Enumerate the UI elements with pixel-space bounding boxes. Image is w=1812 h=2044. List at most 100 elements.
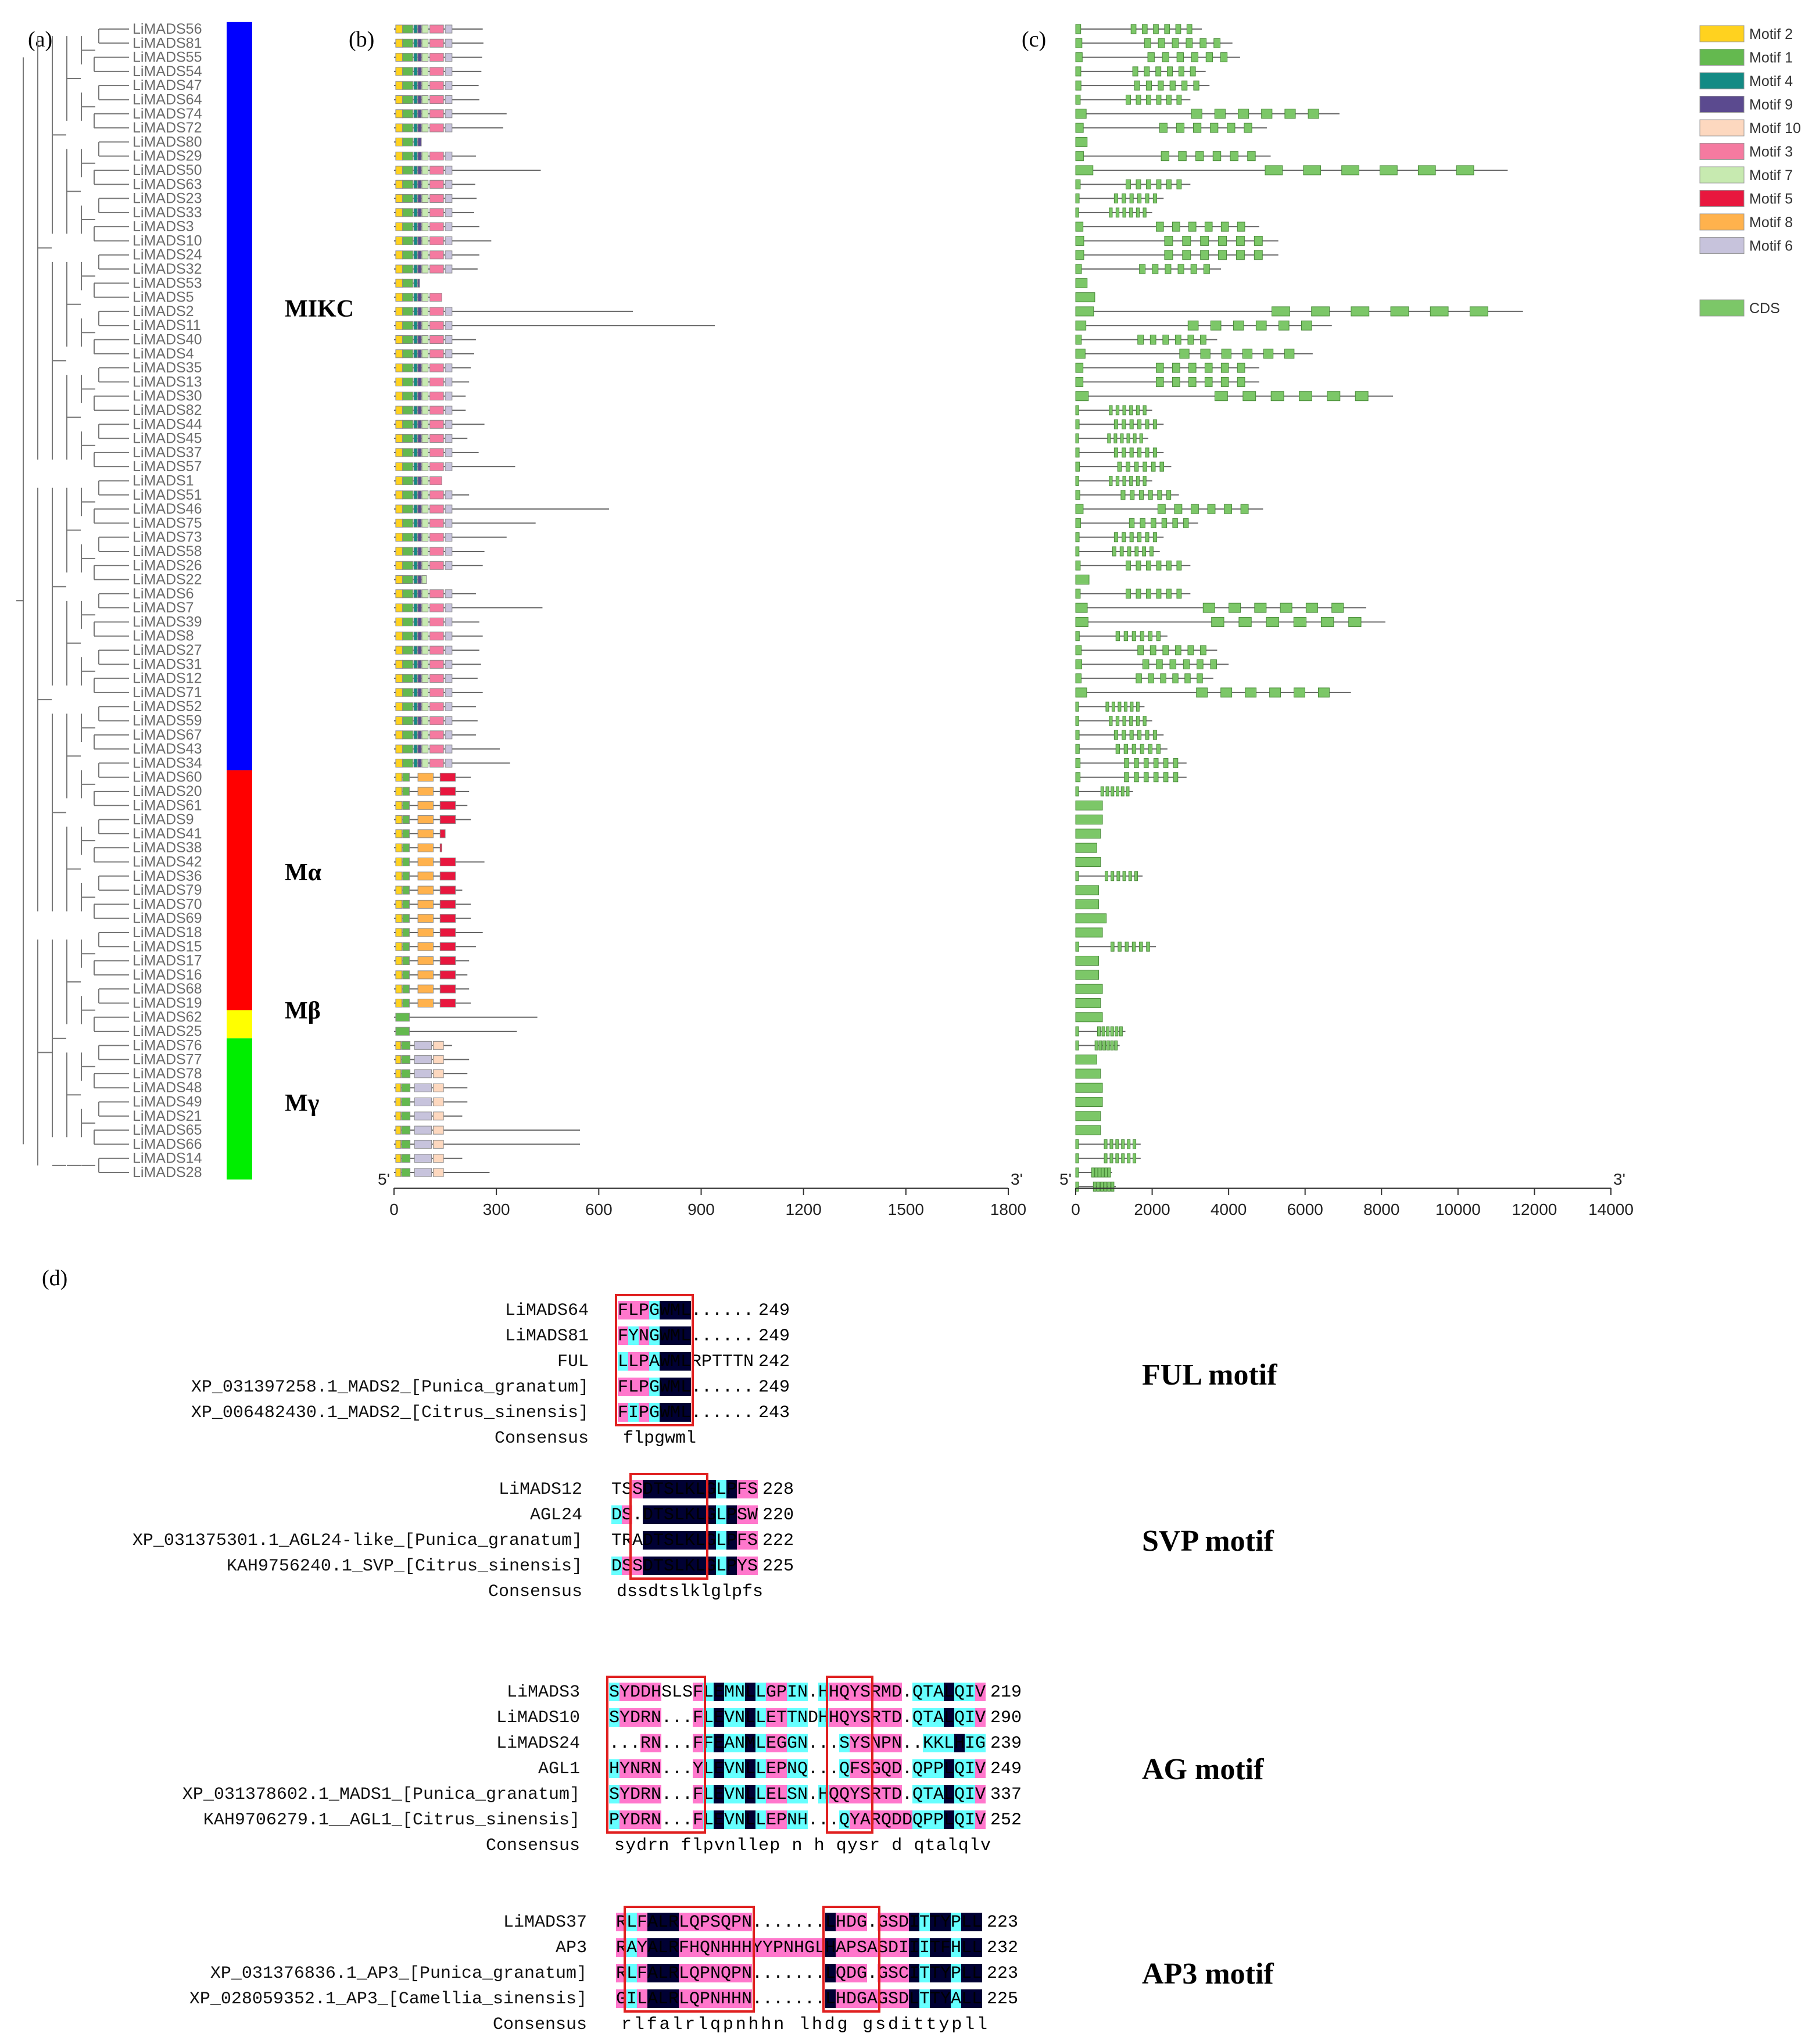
gene-label: LiMADS79 (133, 882, 202, 898)
motif-block (402, 899, 410, 909)
exon-block (1075, 433, 1079, 444)
residue-highlight (881, 1759, 891, 1778)
motif-block (445, 363, 453, 372)
motif-block (429, 123, 444, 132)
motif-block (433, 1069, 444, 1078)
residue-highlight (681, 1378, 691, 1396)
exon-block (1075, 829, 1101, 839)
residue-highlight (685, 1505, 695, 1524)
motif-block (421, 166, 429, 175)
exon-block (1202, 603, 1215, 613)
gene-label: LiMADS40 (133, 332, 202, 348)
exon-block (1229, 603, 1241, 613)
exon-block (1156, 179, 1162, 189)
tree-branch (37, 36, 52, 460)
gene-label: LiMADS25 (133, 1023, 202, 1039)
alignment-sequence: FYNGWML...... (618, 1326, 754, 1346)
exon-block (1075, 151, 1084, 162)
residue-highlight (850, 1683, 860, 1701)
exon-block (1162, 335, 1169, 345)
tree-branch (94, 1073, 129, 1089)
exon-block (1098, 1040, 1102, 1050)
motif-block (402, 702, 413, 711)
residue-highlight (923, 1734, 933, 1752)
residue-highlight (961, 1913, 972, 1931)
residue-highlight (726, 1531, 737, 1550)
exon-block (1157, 490, 1162, 500)
motif-block (445, 264, 453, 274)
exon-block (1075, 687, 1087, 698)
residue-highlight (628, 1352, 639, 1371)
motif-block (429, 688, 444, 697)
panel-label-a: (a) (28, 27, 52, 52)
gene-label: LiMADS44 (133, 416, 202, 432)
exon-block (1212, 151, 1222, 162)
exon-block (1136, 589, 1141, 599)
motif-title: FUL motif (1142, 1358, 1277, 1392)
motif-block (417, 632, 422, 641)
exon-block (1075, 475, 1079, 486)
cds-axis-tick-label: 6000 (1287, 1200, 1323, 1218)
gene-label: LiMADS9 (133, 812, 194, 828)
residue-highlight (695, 1557, 706, 1575)
motif-block (395, 815, 403, 824)
tree-branch (98, 85, 129, 101)
motif-block (395, 899, 403, 909)
motif-block (395, 956, 403, 966)
residue-highlight (747, 1505, 758, 1524)
exon-block (1075, 1181, 1079, 1192)
motif-block (421, 123, 429, 132)
motif-block (402, 38, 413, 48)
motif-block (421, 222, 429, 231)
exon-block (1123, 631, 1129, 641)
alignment-seq-name: LiMADS81 (505, 1326, 589, 1346)
motif-block (417, 490, 422, 500)
exon-block (1237, 109, 1249, 119)
residue-highlight (626, 1938, 637, 1957)
exon-block (1129, 207, 1133, 218)
exon-block (1137, 335, 1144, 345)
exon-block (1075, 575, 1090, 585)
motif-block (421, 448, 429, 457)
residue-highlight (716, 1557, 726, 1575)
motif-block (395, 518, 403, 528)
exon-block (1122, 871, 1126, 881)
exon-block (1134, 758, 1139, 768)
exon-block (1233, 320, 1244, 331)
motif-block (429, 476, 442, 485)
exon-block (1294, 687, 1305, 698)
motif-block (433, 1168, 444, 1177)
tree-branch (94, 903, 129, 919)
motif-block (413, 659, 418, 669)
exon-block (1136, 405, 1140, 415)
tree-branch (98, 1157, 129, 1173)
motif-block (395, 1098, 402, 1107)
tree-branch (81, 205, 95, 234)
exon-block (1197, 659, 1204, 669)
motif-block (395, 53, 403, 62)
residue-highlight (919, 1913, 930, 1931)
motif-block (395, 349, 403, 358)
exon-block (1075, 1055, 1097, 1065)
exon-block (1220, 221, 1229, 232)
alignment-seq-name: AGL1 (538, 1759, 580, 1779)
motif-block (445, 758, 453, 768)
motif-block (413, 95, 418, 104)
residue-highlight (700, 1964, 710, 1982)
residue-highlight (891, 1759, 902, 1778)
motif-block (417, 617, 422, 626)
exon-block (1380, 165, 1398, 175)
motif-block (402, 632, 413, 641)
residue-highlight (747, 1531, 758, 1550)
exon-block (1145, 80, 1152, 91)
motif-block (402, 406, 413, 415)
exon-block (1190, 504, 1199, 514)
exon-block (1190, 264, 1197, 274)
gene-label: LiMADS47 (133, 77, 202, 94)
residue-highlight (679, 1938, 689, 1957)
tree-branch (98, 310, 129, 327)
motif-block (417, 547, 422, 556)
motif-block (413, 363, 418, 372)
gene-label: LiMADS3 (133, 218, 194, 235)
motif-block (395, 363, 403, 372)
